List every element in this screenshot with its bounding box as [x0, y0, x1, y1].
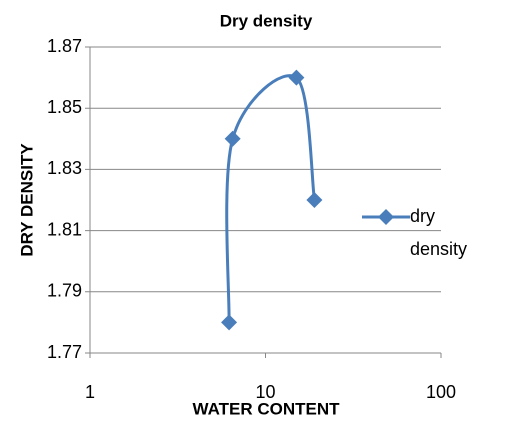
y-tick-label: 1.85 — [47, 97, 82, 117]
legend-marker — [378, 209, 394, 225]
y-tick-label: 1.83 — [47, 158, 82, 178]
y-tick-label: 1.81 — [47, 219, 82, 239]
x-tick-label: 1 — [85, 382, 95, 402]
marker — [221, 314, 238, 331]
chart-title: Dry density — [220, 11, 313, 30]
marker — [288, 69, 305, 86]
y-tick-label: 1.77 — [47, 342, 82, 362]
y-tick-label: 1.79 — [47, 281, 82, 301]
x-axis-title: WATER CONTENT — [192, 399, 340, 418]
y-tick-label: 1.87 — [47, 36, 82, 56]
series-line — [225, 74, 316, 323]
x-tick-label: 10 — [255, 382, 275, 402]
legend-label: dry density — [410, 206, 468, 259]
legend-label-box: dry density — [410, 206, 468, 259]
x-tick-label: 100 — [426, 382, 456, 402]
marker — [224, 130, 241, 147]
y-axis-title: DRY DENSITY — [17, 143, 36, 257]
marker — [306, 192, 323, 208]
